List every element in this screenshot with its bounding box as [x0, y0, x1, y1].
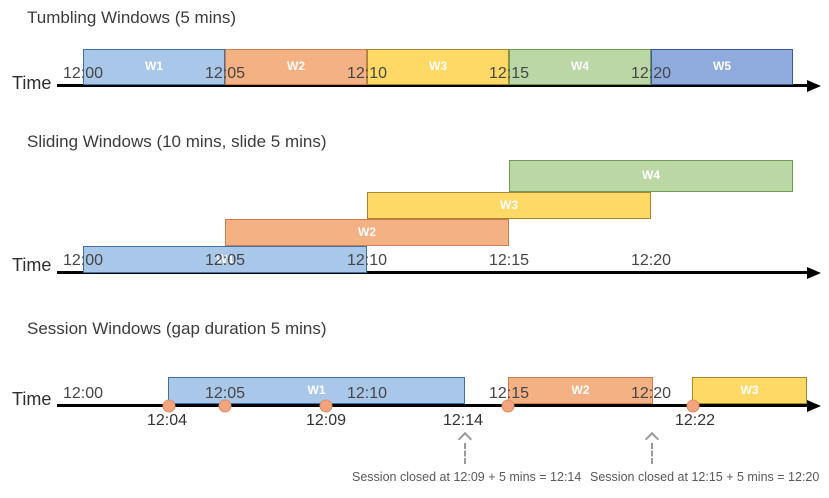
session-window-w3: [692, 377, 807, 404]
session-tick-12:15: 12:15: [488, 385, 530, 402]
section-title-session: Session Windows (gap duration 5 mins): [27, 319, 327, 338]
session-tick-12:05: 12:05: [204, 385, 246, 402]
window-label: W4: [642, 168, 660, 182]
tumbling-window-w5: [651, 49, 793, 85]
section-title-sliding: Sliding Windows (10 mins, slide 5 mins): [27, 132, 327, 151]
window-label: W2: [287, 59, 305, 73]
window-label: W3: [500, 198, 518, 212]
sliding-tick-12:10: 12:10: [346, 252, 388, 269]
sliding-window-w4: [509, 160, 793, 192]
sliding-window-w2: [225, 219, 509, 246]
tumbling-tick-12:05: 12:05: [204, 65, 246, 82]
sliding-tick-12:00: 12:00: [62, 252, 104, 269]
session-tick-12:00: 12:00: [62, 385, 104, 402]
time-axis-label: Time: [12, 389, 52, 409]
tumbling-tick-12:15: 12:15: [488, 65, 530, 82]
window-label: W1: [216, 252, 234, 266]
event-dot: [686, 399, 700, 413]
sliding-tick-12:15: 12:15: [488, 252, 530, 269]
tumbling-window-w2: [225, 49, 367, 85]
tumbling-window-w3: [367, 49, 509, 85]
callout-text: Session closed at 12:09 + 5 mins = 12:14: [352, 470, 582, 484]
time-axis-label: Time: [12, 255, 52, 275]
window-label: W4: [571, 59, 589, 73]
timeline-axis-sliding: [57, 271, 808, 274]
window-label: W1: [145, 59, 163, 73]
window-label: W3: [429, 59, 447, 73]
event-time-label: 12:04: [146, 412, 188, 429]
session-window-w2: [508, 377, 653, 404]
sliding-window-w1: [83, 246, 367, 273]
window-label: W5: [713, 59, 731, 73]
tumbling-tick-12:00: 12:00: [62, 65, 104, 82]
timeline-axis-session: [57, 404, 808, 407]
sliding-tick-12:05: 12:05: [204, 252, 246, 269]
window-label: W1: [307, 383, 326, 397]
event-dot: [319, 399, 333, 413]
callout-text: Session closed at 12:15 + 5 mins = 12:20: [590, 470, 820, 484]
session-tick-12:10: 12:10: [346, 385, 388, 402]
time-axis-label: Time: [12, 73, 52, 93]
tumbling-tick-12:10: 12:10: [346, 65, 388, 82]
event-time-label: 12:14: [442, 412, 484, 429]
session-window-w1: [168, 377, 465, 404]
event-time-label: 12:09: [305, 412, 347, 429]
tumbling-window-w1: [83, 49, 225, 85]
window-label: W2: [358, 225, 376, 239]
event-dot: [501, 399, 515, 413]
event-dot: [162, 399, 176, 413]
event-dot: [218, 399, 232, 413]
section-title-tumbling: Tumbling Windows (5 mins): [27, 8, 237, 27]
callout-dashed-line: [651, 443, 653, 464]
tumbling-window-w4: [509, 49, 651, 85]
timeline-axis-tumbling: [57, 84, 808, 87]
sliding-tick-12:20: 12:20: [630, 252, 672, 269]
event-time-label: 12:22: [674, 412, 716, 429]
session-tick-12:20: 12:20: [630, 385, 672, 402]
callout-dashed-line: [464, 443, 466, 464]
tumbling-tick-12:20: 12:20: [630, 65, 672, 82]
sliding-window-w3: [367, 192, 651, 219]
window-label: W3: [740, 383, 759, 397]
window-label: W2: [571, 383, 590, 397]
